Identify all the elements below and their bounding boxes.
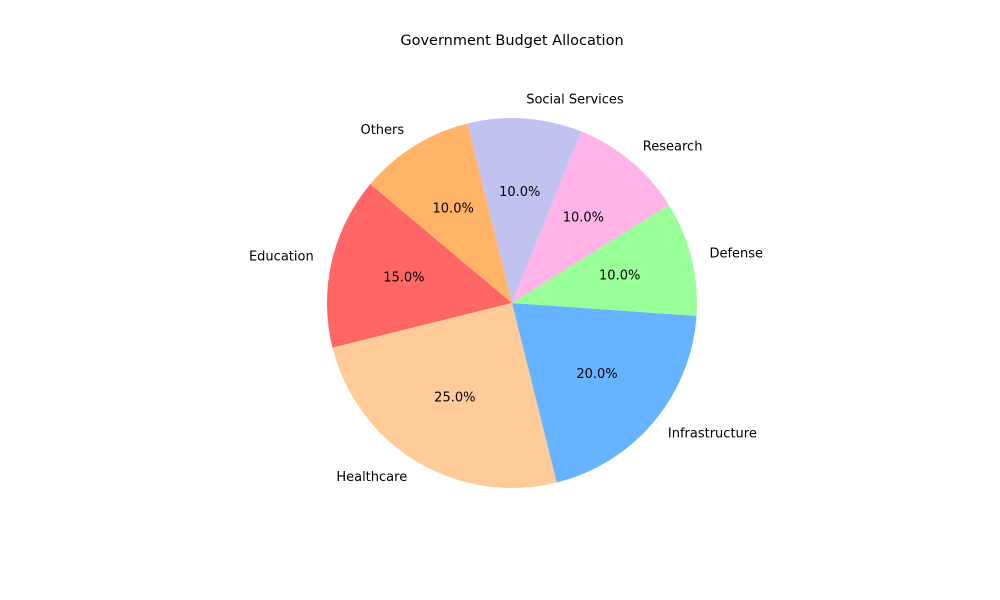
percent-labels: 15.0% 25.0% 20.0% 10.0% 10.0% 10.0% 10.0%: [383, 185, 640, 406]
pie-slice-research: [512, 131, 669, 303]
pie-slices: [327, 118, 697, 488]
category-label-infrastructure: Infrastructure: [668, 426, 757, 441]
category-label-others: Others: [360, 123, 404, 138]
chart-title: Government Budget Allocation: [400, 33, 623, 49]
pie-slice-healthcare: [332, 303, 557, 488]
pie-slice-others: [370, 123, 512, 303]
percent-label-social-services: 10.0%: [499, 185, 540, 200]
pie-slice-social-services: [467, 118, 582, 304]
percent-label-others: 10.0%: [433, 201, 474, 216]
percent-label-education: 15.0%: [383, 271, 424, 286]
category-label-defense: Defense: [709, 246, 763, 261]
pie-slice-education: [327, 184, 512, 348]
pie-slice-defense: [512, 204, 697, 316]
category-label-research: Research: [643, 140, 703, 155]
percent-label-research: 10.0%: [563, 210, 604, 225]
pie-slice-infrastructure: [512, 303, 697, 483]
percent-label-infrastructure: 20.0%: [576, 367, 617, 382]
category-labels: Education Healthcare Infrastructure Defense…: [249, 92, 763, 484]
percent-label-defense: 10.0%: [599, 269, 640, 284]
percent-label-healthcare: 25.0%: [434, 391, 475, 406]
category-label-healthcare: Healthcare: [336, 470, 407, 485]
category-label-education: Education: [249, 250, 314, 265]
category-label-social-services: Social Services: [526, 92, 624, 107]
